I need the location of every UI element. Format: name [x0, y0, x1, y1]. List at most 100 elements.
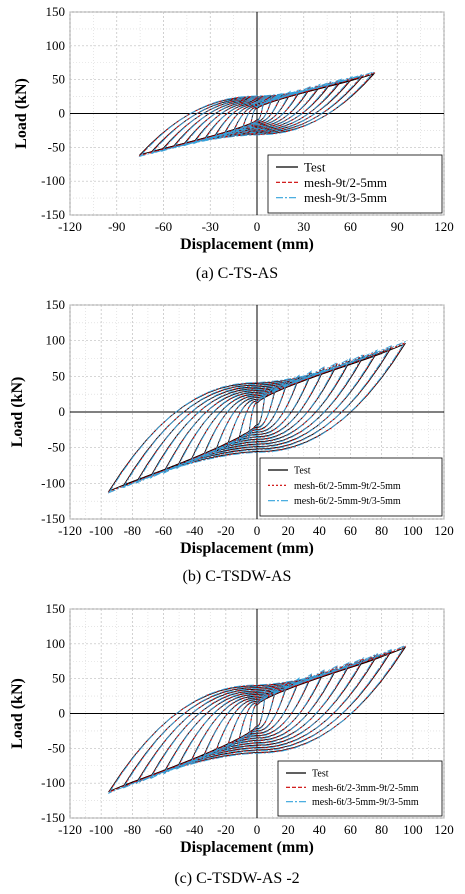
legend-label: mesh-6t/3-5mm-9t/3-5mm — [312, 797, 419, 808]
hysteresis-loop — [107, 644, 407, 795]
hysteresis-loop — [135, 653, 379, 784]
y-axis-label: Load (kN) — [9, 377, 26, 448]
hysteresis-loop — [121, 347, 393, 488]
x-tick-label: 80 — [375, 523, 388, 538]
y-axis-label: Load (kN) — [13, 78, 30, 149]
hysteresis-loop — [163, 357, 351, 475]
x-tick-label: 40 — [313, 822, 326, 837]
figure-caption: (c) C-TSDW-AS -2 — [174, 870, 299, 887]
y-tick-label: 100 — [46, 333, 66, 348]
hysteresis-loop — [222, 90, 292, 137]
chart-2: -120 -100 -80 -60 -40 -20 0 20 40 60 80 100 120 -150 -… — [9, 601, 454, 887]
hysteresis-loop — [121, 344, 393, 489]
legend-label: Test — [304, 160, 326, 175]
x-axis-label: Displacement (mm) — [180, 236, 314, 253]
hysteresis-loop — [203, 85, 311, 142]
x-tick-label: 0 — [254, 219, 261, 234]
hysteresis-loop — [107, 341, 407, 493]
x-tick-label: 0 — [254, 523, 261, 538]
hysteresis-loop — [225, 680, 288, 752]
hysteresis-loop — [203, 86, 311, 141]
figure-caption: (a) C-TS-AS — [196, 265, 278, 282]
y-tick-label: 100 — [46, 38, 66, 53]
hysteresis-loop — [182, 80, 332, 147]
y-tick-label: 100 — [46, 636, 66, 651]
y-tick-label: 0 — [59, 106, 66, 121]
x-tick-label: 100 — [403, 822, 423, 837]
hysteresis-loop — [176, 665, 338, 770]
x-tick-label: -40 — [186, 822, 203, 837]
legend-label: mesh-6t/2-5mm-9t/3-5mm — [294, 496, 401, 507]
x-tick-label: -100 — [89, 523, 113, 538]
x-tick-label: -120 — [58, 822, 82, 837]
y-tick-label: -50 — [48, 440, 65, 455]
hysteresis-loop — [237, 383, 277, 445]
series-2 — [107, 340, 407, 494]
x-tick-label: 30 — [297, 219, 310, 234]
y-tick-label: -50 — [48, 139, 65, 154]
y-tick-label: 0 — [59, 404, 66, 419]
x-tick-label: 60 — [344, 822, 357, 837]
hysteresis-loop — [135, 652, 379, 785]
hysteresis-loop — [192, 83, 322, 145]
x-axis-label: Displacement (mm) — [180, 540, 314, 557]
legend-box — [267, 154, 443, 214]
x-tick-label: 90 — [391, 219, 404, 234]
y-tick-label: 150 — [46, 297, 66, 312]
hysteresis-loop — [135, 349, 379, 484]
legend-label: Test — [312, 769, 329, 780]
y-tick-label: -100 — [41, 475, 65, 490]
y-tick-label: -100 — [41, 775, 65, 790]
legend-label: mesh-6t/2-5mm-9t/2-5mm — [294, 481, 401, 492]
x-tick-label: 0 — [254, 822, 261, 837]
hysteresis-loop — [214, 677, 300, 756]
x-tick-label: -20 — [217, 523, 234, 538]
x-tick-label: -80 — [124, 523, 141, 538]
hysteresis-loop — [160, 75, 354, 153]
x-tick-label: -60 — [155, 822, 172, 837]
hysteresis-loop — [107, 645, 407, 794]
x-tick-label: 120 — [434, 822, 454, 837]
hysteresis-loop — [138, 70, 376, 158]
x-tick-label: -60 — [155, 523, 172, 538]
hysteresis-loop — [149, 73, 365, 155]
hysteresis-loop — [248, 690, 266, 741]
x-tick-label: -100 — [89, 822, 113, 837]
chart-0: -120 -90 -60 -30 0 30 60 90 120 -150 -100 -50 0 50 100… — [13, 4, 454, 282]
y-tick-label: -150 — [41, 207, 65, 222]
hysteresis-loop — [121, 346, 393, 488]
chart-1: -120 -100 -80 -60 -40 -20 0 20 40 60 80 100 120 -150 -… — [9, 297, 454, 585]
x-tick-label: 80 — [375, 822, 388, 837]
hysteresis-loop — [149, 353, 365, 479]
x-tick-label: -60 — [155, 219, 172, 234]
hysteresis-loop — [171, 78, 343, 150]
x-tick-label: -40 — [186, 523, 203, 538]
x-tick-label: -120 — [58, 523, 82, 538]
hysteresis-loop — [163, 358, 351, 474]
legend: Test mesh-6t/2-5mm-9t/2-5mm mesh-6t/2-5mm-… — [259, 457, 443, 517]
y-tick-label: -150 — [41, 511, 65, 526]
legend-box — [277, 760, 443, 817]
y-axis-label: Load (kN) — [9, 678, 26, 749]
x-tick-label: 100 — [403, 523, 423, 538]
legend-label: mesh-9t/3-5mm — [304, 190, 387, 205]
x-tick-label: -80 — [124, 822, 141, 837]
x-tick-label: -30 — [202, 219, 219, 234]
legend-label: mesh-9t/2-5mm — [304, 175, 387, 190]
hysteresis-loop — [248, 388, 266, 439]
series-2 — [138, 70, 376, 158]
hysteresis-loop — [163, 661, 351, 775]
x-tick-label: 20 — [282, 523, 295, 538]
hysteresis-loop — [249, 98, 265, 129]
hysteresis-loop — [162, 662, 351, 774]
figure-caption: (b) C-TSDW-AS — [183, 568, 292, 585]
hysteresis-loop — [201, 370, 313, 460]
legend: Test mesh-6t/2-3mm-9t/2-5mm mesh-6t/3-5mm-… — [277, 760, 443, 817]
x-tick-label: 40 — [313, 523, 326, 538]
x-axis-label: Displacement (mm) — [180, 839, 314, 856]
hysteresis-loop — [189, 669, 325, 766]
x-tick-label: 20 — [282, 822, 295, 837]
